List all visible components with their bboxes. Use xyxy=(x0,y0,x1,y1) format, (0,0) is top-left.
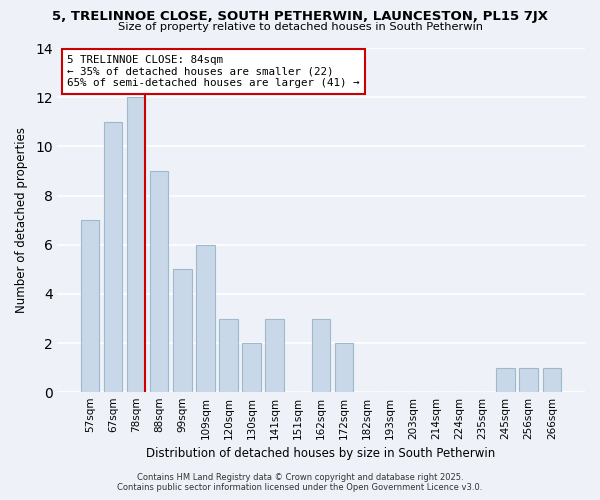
Bar xyxy=(242,343,261,392)
Text: Size of property relative to detached houses in South Petherwin: Size of property relative to detached ho… xyxy=(118,22,482,32)
Text: Contains HM Land Registry data © Crown copyright and database right 2025.
Contai: Contains HM Land Registry data © Crown c… xyxy=(118,473,482,492)
Text: 5, TRELINNOE CLOSE, SOUTH PETHERWIN, LAUNCESTON, PL15 7JX: 5, TRELINNOE CLOSE, SOUTH PETHERWIN, LAU… xyxy=(52,10,548,23)
Bar xyxy=(150,171,169,392)
Bar xyxy=(542,368,561,392)
Bar xyxy=(520,368,538,392)
Bar xyxy=(173,270,191,392)
Bar xyxy=(196,245,215,392)
Bar xyxy=(335,343,353,392)
Bar xyxy=(104,122,122,392)
Bar xyxy=(496,368,515,392)
Y-axis label: Number of detached properties: Number of detached properties xyxy=(15,127,28,313)
Bar xyxy=(311,318,330,392)
X-axis label: Distribution of detached houses by size in South Petherwin: Distribution of detached houses by size … xyxy=(146,447,496,460)
Bar xyxy=(127,97,145,392)
Text: 5 TRELINNOE CLOSE: 84sqm
← 35% of detached houses are smaller (22)
65% of semi-d: 5 TRELINNOE CLOSE: 84sqm ← 35% of detach… xyxy=(67,55,360,88)
Bar xyxy=(81,220,99,392)
Bar xyxy=(219,318,238,392)
Bar xyxy=(265,318,284,392)
